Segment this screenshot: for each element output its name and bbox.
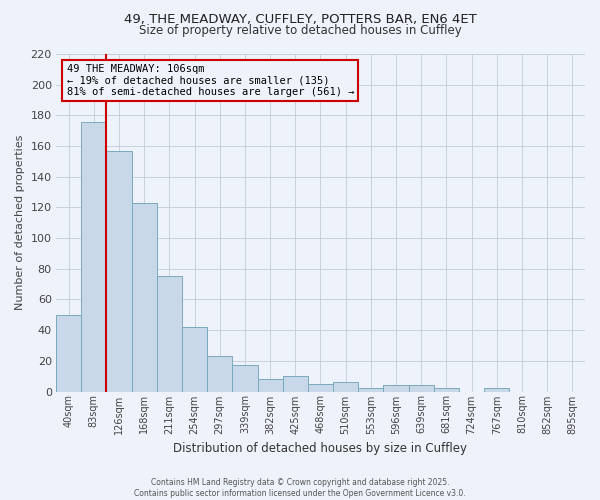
Bar: [207, 356, 232, 392]
Bar: [182, 327, 207, 392]
Bar: [409, 386, 434, 392]
Bar: [81, 122, 106, 392]
Bar: [333, 382, 358, 392]
Bar: [358, 388, 383, 392]
Text: 49 THE MEADWAY: 106sqm
← 19% of detached houses are smaller (135)
81% of semi-de: 49 THE MEADWAY: 106sqm ← 19% of detached…: [67, 64, 354, 98]
Bar: [434, 388, 459, 392]
Text: Contains HM Land Registry data © Crown copyright and database right 2025.
Contai: Contains HM Land Registry data © Crown c…: [134, 478, 466, 498]
Bar: [257, 379, 283, 392]
X-axis label: Distribution of detached houses by size in Cuffley: Distribution of detached houses by size …: [173, 442, 467, 455]
Bar: [383, 386, 409, 392]
Y-axis label: Number of detached properties: Number of detached properties: [15, 135, 25, 310]
Bar: [484, 388, 509, 392]
Text: 49, THE MEADWAY, CUFFLEY, POTTERS BAR, EN6 4ET: 49, THE MEADWAY, CUFFLEY, POTTERS BAR, E…: [124, 12, 476, 26]
Bar: [232, 366, 257, 392]
Text: Size of property relative to detached houses in Cuffley: Size of property relative to detached ho…: [139, 24, 461, 37]
Bar: [283, 376, 308, 392]
Bar: [308, 384, 333, 392]
Bar: [106, 150, 131, 392]
Bar: [131, 203, 157, 392]
Bar: [56, 315, 81, 392]
Bar: [157, 276, 182, 392]
